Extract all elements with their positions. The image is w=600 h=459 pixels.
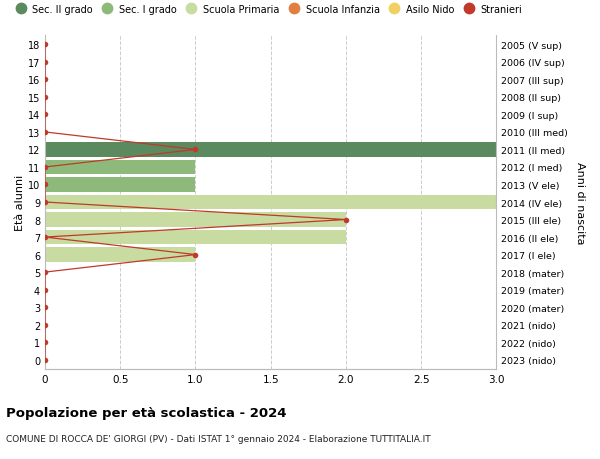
Text: Popolazione per età scolastica - 2024: Popolazione per età scolastica - 2024 (6, 406, 287, 419)
Y-axis label: Età alunni: Età alunni (15, 174, 25, 230)
Bar (45, 230, 346, 245)
Legend: Sec. II grado, Sec. I grado, Scuola Primaria, Scuola Infanzia, Asilo Nido, Stran: Sec. II grado, Sec. I grado, Scuola Prim… (11, 5, 523, 15)
Bar (45, 196, 496, 210)
Bar (45, 178, 196, 192)
Bar (45, 143, 496, 157)
Y-axis label: Anni di nascita: Anni di nascita (575, 162, 585, 244)
Bar (45, 213, 346, 227)
Bar (45, 248, 196, 262)
Text: COMUNE DI ROCCA DE' GIORGI (PV) - Dati ISTAT 1° gennaio 2024 - Elaborazione TUTT: COMUNE DI ROCCA DE' GIORGI (PV) - Dati I… (6, 434, 431, 443)
Bar (45, 161, 196, 175)
